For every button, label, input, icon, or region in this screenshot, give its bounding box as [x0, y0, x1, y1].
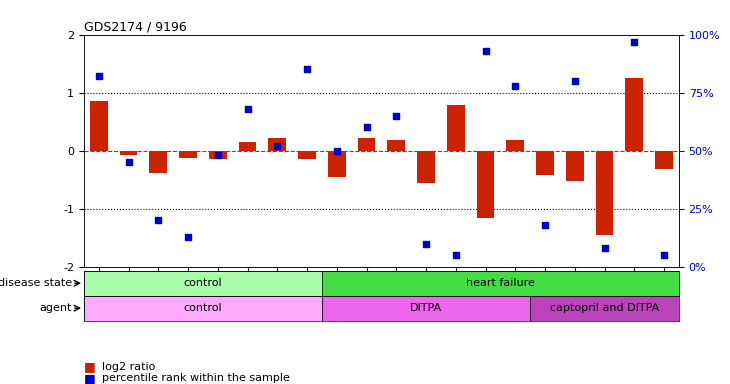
Bar — [447, 106, 465, 151]
Bar — [507, 140, 524, 151]
Bar — [328, 151, 346, 177]
Bar — [269, 138, 286, 151]
Text: GDS2174 / 9196: GDS2174 / 9196 — [84, 20, 187, 33]
Bar — [298, 151, 316, 159]
Point — [391, 113, 402, 119]
Bar — [566, 151, 584, 181]
Bar — [150, 151, 167, 173]
Bar — [417, 151, 435, 183]
Bar — [239, 142, 256, 151]
Text: ■: ■ — [84, 372, 96, 384]
Point — [212, 152, 223, 159]
Point — [123, 159, 134, 166]
Point — [629, 38, 640, 45]
Bar — [477, 151, 494, 217]
Bar — [536, 151, 554, 175]
Text: log2 ratio: log2 ratio — [102, 362, 155, 372]
Bar — [84, 271, 322, 296]
Point — [569, 78, 580, 84]
Text: control: control — [184, 303, 222, 313]
Point — [153, 217, 164, 223]
Text: ■: ■ — [84, 360, 96, 373]
Text: heart failure: heart failure — [466, 278, 535, 288]
Point — [331, 147, 342, 154]
Bar — [596, 151, 613, 235]
Text: DITPA: DITPA — [410, 303, 442, 313]
Bar — [84, 296, 322, 321]
Point — [510, 83, 521, 89]
Text: control: control — [184, 278, 222, 288]
Point — [272, 143, 283, 149]
Point — [450, 252, 461, 258]
Point — [420, 240, 432, 247]
Point — [658, 252, 670, 258]
Point — [480, 48, 491, 54]
Point — [182, 233, 194, 240]
Bar — [90, 101, 108, 151]
Bar — [655, 151, 673, 169]
Point — [599, 245, 610, 252]
Point — [361, 124, 372, 131]
Text: agent: agent — [39, 303, 72, 313]
Text: disease state: disease state — [0, 278, 72, 288]
Bar — [358, 138, 375, 151]
Text: captopril and DITPA: captopril and DITPA — [550, 303, 659, 313]
Bar — [322, 296, 530, 321]
Bar — [322, 271, 679, 296]
Bar — [209, 151, 227, 159]
Point — [539, 222, 551, 228]
Bar — [530, 296, 679, 321]
Point — [93, 73, 104, 79]
Bar — [179, 151, 197, 158]
Bar — [626, 78, 643, 151]
Bar — [120, 151, 137, 156]
Text: percentile rank within the sample: percentile rank within the sample — [102, 373, 290, 383]
Bar — [388, 140, 405, 151]
Point — [242, 106, 253, 112]
Point — [301, 66, 313, 73]
